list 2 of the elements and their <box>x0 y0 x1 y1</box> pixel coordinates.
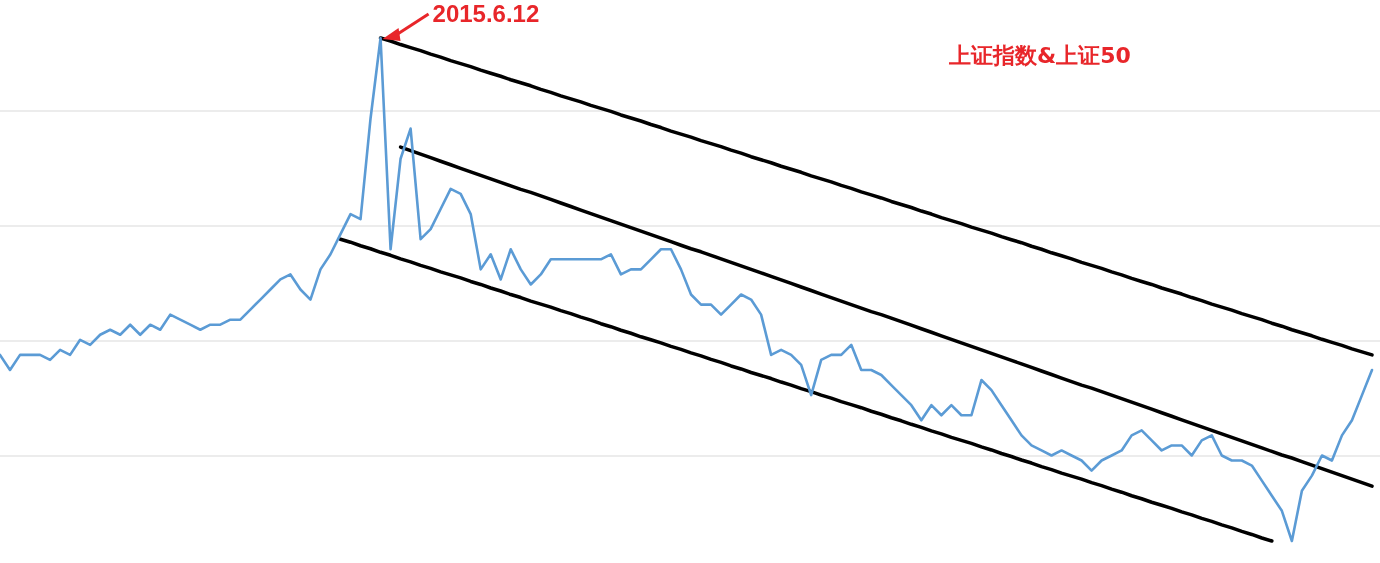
chart-title: 上证指数&上证50 <box>948 43 1131 68</box>
text: 2015.6.12 <box>432 0 540 27</box>
